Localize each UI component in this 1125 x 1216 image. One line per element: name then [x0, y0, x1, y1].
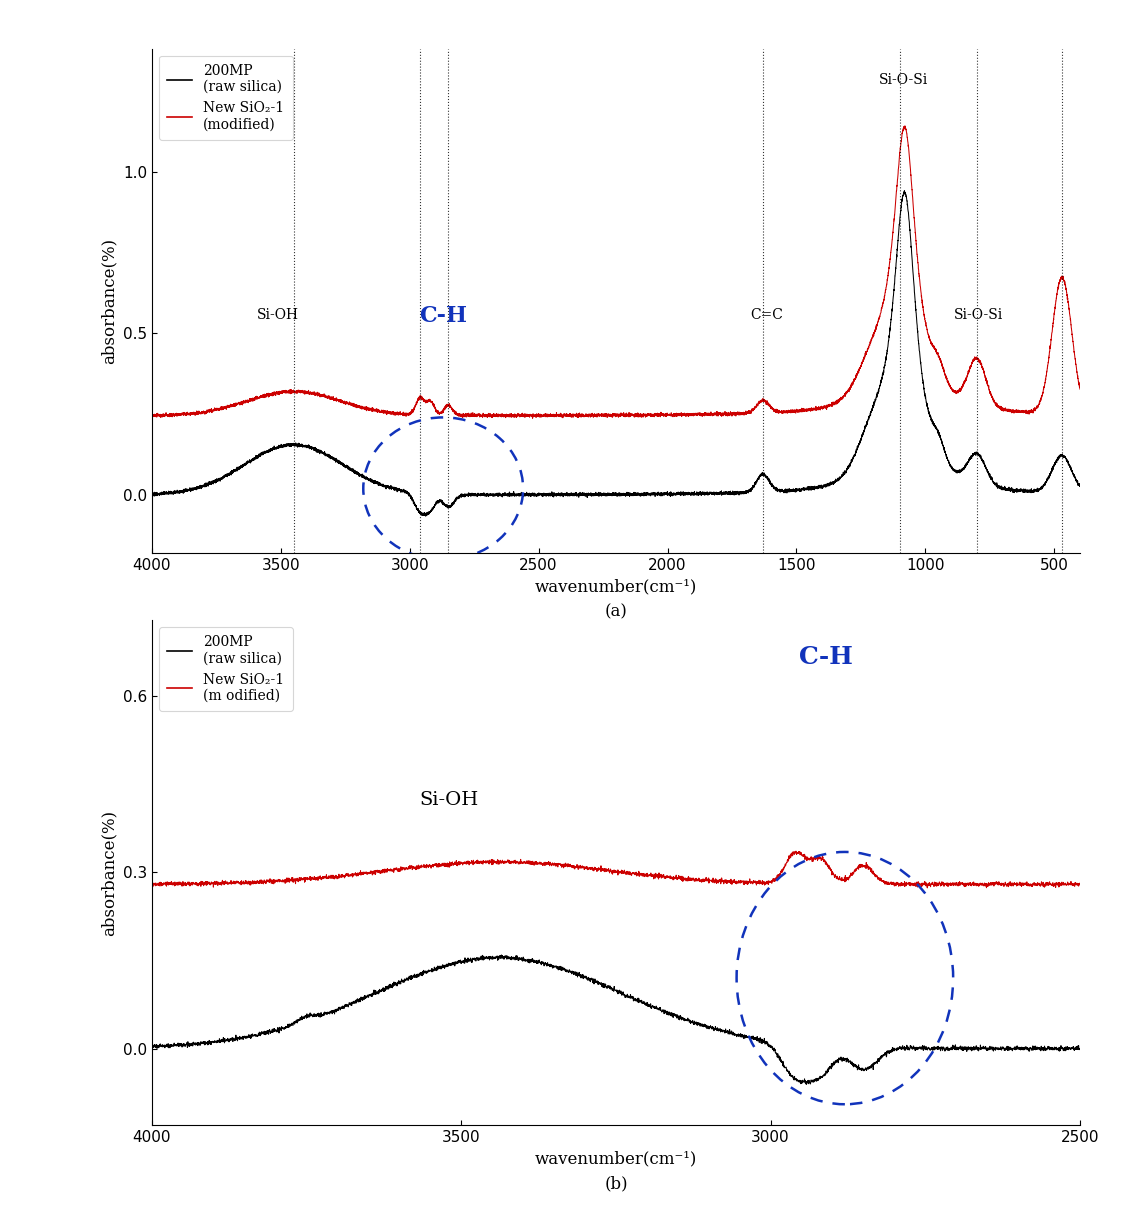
Text: Si-O-Si: Si-O-Si	[879, 73, 928, 88]
Y-axis label: absorbance(%): absorbance(%)	[100, 238, 117, 364]
Text: Si-OH: Si-OH	[420, 790, 478, 809]
Text: C-H: C-H	[420, 305, 467, 327]
Y-axis label: absorbance(%): absorbance(%)	[100, 810, 117, 935]
X-axis label: wavenumber(cm⁻¹): wavenumber(cm⁻¹)	[534, 1150, 698, 1167]
Text: (a): (a)	[604, 603, 628, 620]
Legend: 200MP
(raw silica), New SiO₂-1
(modified): 200MP (raw silica), New SiO₂-1 (modified…	[159, 56, 292, 140]
X-axis label: wavenumber(cm⁻¹): wavenumber(cm⁻¹)	[534, 579, 698, 596]
Text: C=C: C=C	[750, 308, 783, 322]
Text: (b): (b)	[604, 1175, 628, 1192]
Text: Si-OH: Si-OH	[258, 308, 299, 322]
Text: Si-O-Si: Si-O-Si	[954, 308, 1002, 322]
Text: C-H: C-H	[800, 646, 853, 669]
Legend: 200MP
(raw silica), New SiO₂-1
(m odified): 200MP (raw silica), New SiO₂-1 (m odifie…	[159, 627, 292, 711]
